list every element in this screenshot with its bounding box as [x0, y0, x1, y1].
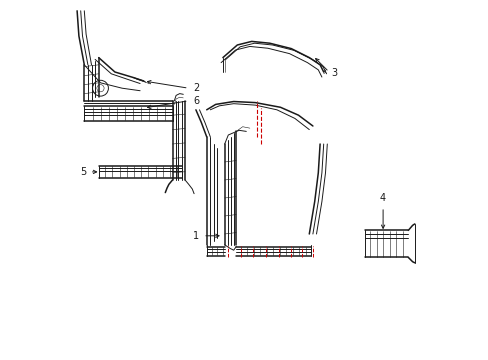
Text: 1: 1 [193, 231, 199, 241]
Text: 4: 4 [379, 193, 386, 203]
Text: 6: 6 [193, 96, 199, 106]
Text: 2: 2 [193, 83, 199, 93]
Text: 5: 5 [81, 167, 87, 177]
Text: 3: 3 [330, 68, 336, 78]
